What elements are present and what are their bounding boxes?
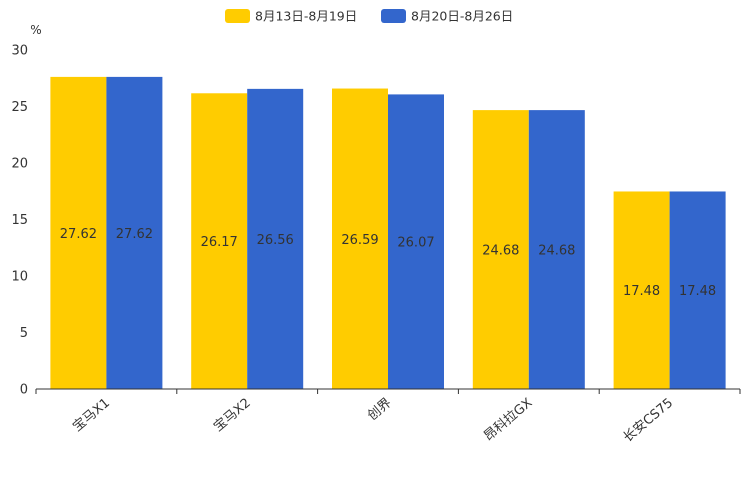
bar-2-series-1 xyxy=(191,93,248,390)
y-tick-label: 15 xyxy=(11,213,28,228)
y-axis: 0 5 10 15 20 25 30 xyxy=(11,44,28,398)
data-labels-group: 27.62 27.62 26.17 26.56 26.59 26.07 24.68 24.68… xyxy=(60,227,716,299)
y-tick-label: 5 xyxy=(20,326,28,341)
y-tick-label: 20 xyxy=(11,157,28,172)
y-tick-label: 25 xyxy=(11,100,28,115)
data-label: 27.62 xyxy=(60,227,97,242)
bar-5-series-2 xyxy=(669,191,726,389)
data-label: 26.07 xyxy=(397,236,434,251)
x-tick-label: 宝马X1 xyxy=(70,396,113,435)
data-label: 27.62 xyxy=(116,227,153,242)
bar-4-series-2 xyxy=(528,110,585,389)
y-tick-label: 0 xyxy=(20,383,28,398)
bar-1-series-1 xyxy=(50,76,107,390)
data-label: 26.59 xyxy=(341,233,378,248)
bar-3-series-1 xyxy=(332,88,388,390)
x-tick-label: 长安CS75 xyxy=(621,396,677,446)
bars-group xyxy=(50,76,726,390)
bar-4-series-1 xyxy=(472,110,529,389)
legend-swatch-1 xyxy=(225,9,250,23)
x-axis: 宝马X1 宝马X2 创界 昂科拉GX 长安CS75 xyxy=(35,388,741,446)
legend-label-2: 8月20日-8月26日 xyxy=(411,9,513,24)
data-label: 26.17 xyxy=(201,235,238,250)
data-label: 17.48 xyxy=(623,284,660,299)
bar-5-series-1 xyxy=(613,191,670,389)
bar-2-series-2 xyxy=(247,88,304,389)
legend-label-1: 8月13日-8月19日 xyxy=(255,9,357,24)
data-label: 26.56 xyxy=(257,233,294,248)
bar-1-series-2 xyxy=(106,76,163,390)
x-tick-label: 昂科拉GX xyxy=(481,396,535,445)
y-tick-label: 30 xyxy=(11,44,28,59)
data-label: 24.68 xyxy=(538,244,575,259)
legend-swatch-2 xyxy=(381,9,406,23)
x-tick-label: 宝马X2 xyxy=(211,396,254,435)
data-label: 24.68 xyxy=(482,244,519,259)
data-label: 17.48 xyxy=(679,284,716,299)
legend: 8月13日-8月19日 8月20日-8月26日 xyxy=(225,9,513,24)
bar-3-series-2 xyxy=(388,94,444,389)
y-tick-label: 10 xyxy=(11,270,28,285)
x-tick-label: 创界 xyxy=(365,396,395,424)
y-axis-unit-label: % xyxy=(30,23,41,37)
